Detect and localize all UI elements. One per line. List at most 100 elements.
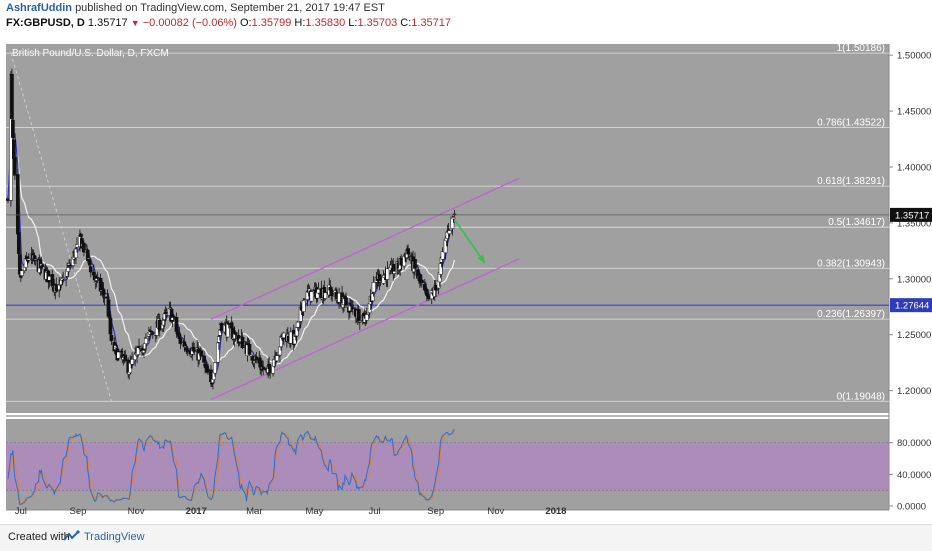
symbol-label[interactable]: FX:GBPUSD, D bbox=[6, 17, 85, 29]
candle bbox=[32, 255, 37, 262]
high-label: H: bbox=[294, 17, 306, 29]
price-tick-label: 1.30000 bbox=[897, 274, 931, 285]
candle bbox=[107, 314, 112, 319]
open-label: O: bbox=[239, 17, 252, 29]
candle bbox=[94, 278, 99, 281]
candle bbox=[420, 279, 424, 283]
candle bbox=[85, 249, 90, 261]
published-info: published on TradingView.com, September … bbox=[75, 2, 385, 14]
candle bbox=[15, 174, 20, 235]
channel-lower-line bbox=[210, 258, 520, 401]
last-price: 1.35717 bbox=[87, 17, 128, 29]
sma-white-line bbox=[7, 129, 455, 365]
fib-label: 0.618(1.38291) bbox=[817, 176, 885, 187]
candle bbox=[392, 271, 397, 274]
time-tick-label: May bbox=[305, 506, 323, 517]
oscillator-k-line bbox=[7, 428, 455, 506]
channel-upper-line bbox=[210, 177, 520, 320]
candle bbox=[136, 347, 140, 355]
candle bbox=[114, 346, 119, 349]
candle bbox=[275, 355, 279, 362]
close-label: C: bbox=[400, 17, 412, 29]
close-value: 1.35717 bbox=[411, 17, 452, 29]
candle bbox=[356, 309, 361, 322]
time-tick-label: 2018 bbox=[545, 506, 566, 517]
candle bbox=[309, 291, 314, 302]
oscillator-tick-label: 80.0000 bbox=[897, 438, 931, 449]
candle bbox=[40, 264, 45, 267]
candle bbox=[171, 315, 176, 318]
candle bbox=[278, 346, 282, 356]
candle bbox=[350, 304, 354, 307]
candle bbox=[119, 350, 124, 353]
candle bbox=[217, 336, 221, 343]
candle bbox=[450, 216, 455, 229]
candle bbox=[413, 258, 417, 269]
fib-label: 0.786(1.43522) bbox=[817, 118, 885, 129]
candle bbox=[64, 277, 68, 280]
price-tick-label: 1.25000 bbox=[897, 330, 931, 341]
candle bbox=[364, 314, 369, 321]
candle bbox=[329, 289, 334, 296]
candle bbox=[323, 292, 328, 299]
tradingview-logo-icon[interactable] bbox=[62, 529, 80, 545]
time-tick-label: Nov bbox=[128, 506, 145, 517]
candle bbox=[109, 335, 114, 342]
publisher-line: AshrafUddin published on TradingView.com… bbox=[6, 2, 385, 14]
candle bbox=[13, 157, 17, 176]
time-tick-label: 2017 bbox=[186, 506, 207, 517]
candle bbox=[240, 336, 245, 349]
time-tick-label: Sep bbox=[69, 506, 86, 517]
candle bbox=[199, 350, 203, 357]
fib-label: 0.382(1.30943) bbox=[817, 258, 885, 269]
price-axis bbox=[889, 44, 932, 510]
oscillator-band bbox=[6, 442, 889, 491]
support-price-tag bbox=[890, 298, 932, 313]
candle bbox=[370, 293, 375, 302]
tradingview-link[interactable]: TradingView bbox=[84, 531, 145, 543]
candle bbox=[87, 259, 92, 265]
support-price-tag-label: 1.27644 bbox=[895, 301, 929, 312]
time-tick-label: Mar bbox=[246, 506, 262, 517]
fib-label: 1(1.50186) bbox=[837, 43, 885, 54]
candle bbox=[440, 251, 445, 260]
candle bbox=[189, 354, 194, 356]
price-tick-label: 1.35000 bbox=[897, 218, 931, 229]
down-triangle-icon: ▼ bbox=[130, 18, 140, 28]
candle bbox=[86, 257, 91, 260]
low-value: 1.35703 bbox=[357, 17, 398, 29]
candle bbox=[261, 366, 266, 370]
fib-label: 0.5(1.34617) bbox=[828, 217, 885, 228]
candle bbox=[216, 342, 220, 363]
fib-trend-line bbox=[10, 52, 112, 402]
high-value: 1.35830 bbox=[305, 17, 346, 29]
candle bbox=[295, 321, 300, 328]
candle bbox=[79, 233, 83, 237]
candle bbox=[16, 231, 21, 254]
forecast-arrow-line bbox=[454, 220, 486, 264]
candle bbox=[108, 317, 113, 335]
candle bbox=[101, 289, 106, 296]
candle bbox=[302, 299, 307, 302]
low-label: L: bbox=[348, 17, 358, 29]
candle bbox=[174, 317, 179, 332]
forecast-arrow-head bbox=[477, 254, 485, 264]
price-tick-label: 1.45000 bbox=[897, 107, 931, 118]
candle bbox=[438, 263, 443, 275]
candle bbox=[202, 355, 206, 363]
author-link[interactable]: AshrafUddin bbox=[6, 2, 72, 14]
candles-group bbox=[6, 68, 457, 390]
candle bbox=[178, 338, 183, 344]
candle bbox=[123, 354, 128, 361]
candle bbox=[377, 274, 382, 283]
candle bbox=[213, 362, 217, 374]
candle bbox=[301, 299, 306, 312]
ohlc-line: FX:GBPUSD, D 1.35717 ▼ −0.00082 (−0.06%)… bbox=[6, 17, 451, 29]
price-tick-label: 1.50000 bbox=[897, 51, 931, 62]
candle bbox=[247, 343, 252, 355]
candle bbox=[66, 267, 70, 272]
candle bbox=[451, 217, 456, 220]
candle bbox=[82, 242, 86, 253]
